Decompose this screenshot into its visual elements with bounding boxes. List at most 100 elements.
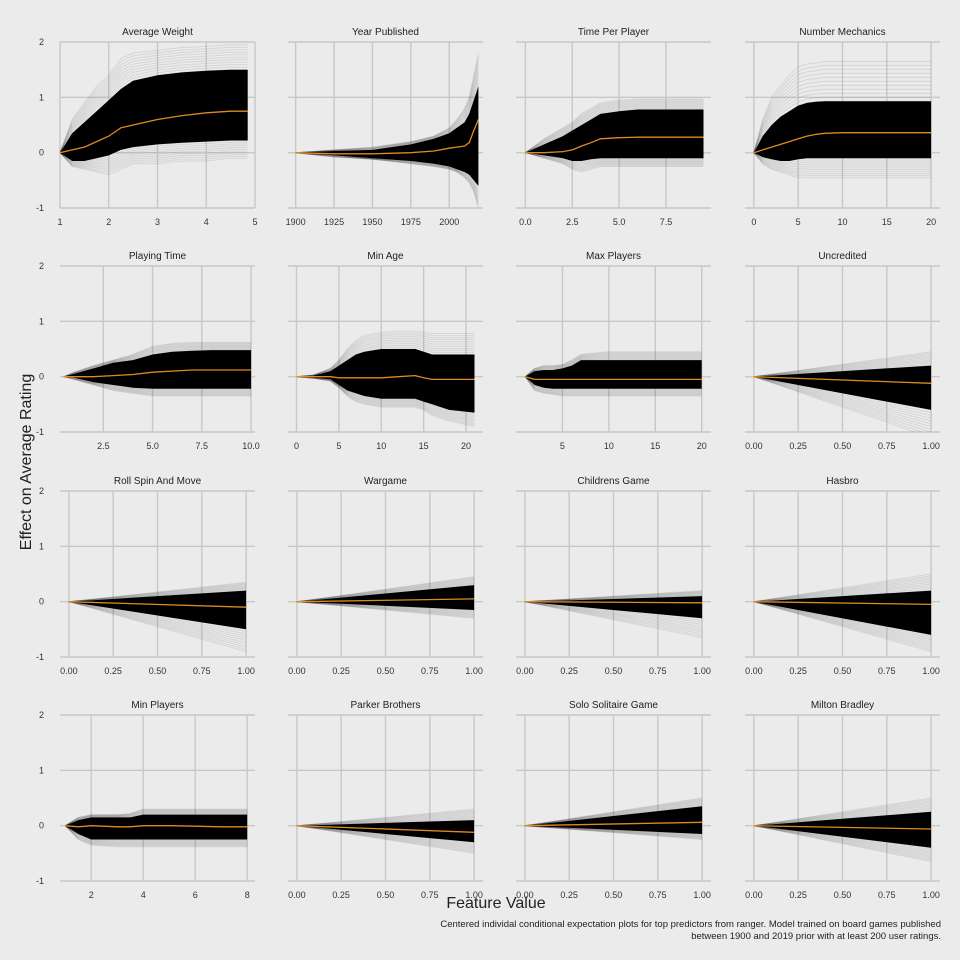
ice-line-lower (753, 825, 932, 853)
ice-band (525, 109, 704, 161)
x-tick-label: 5 (560, 441, 565, 451)
x-tick-label: 0.0 (519, 217, 532, 227)
panel-10: Childrens Game 0.00 0.25 0.50 0.75 1.00 (516, 476, 711, 676)
ice-line-lower (63, 376, 252, 392)
ice-line-upper (525, 356, 702, 378)
average-effect-line (295, 119, 479, 155)
ice-line-upper (295, 52, 479, 154)
ice-line-upper (296, 818, 475, 827)
ice-line-lower (68, 601, 247, 641)
ice-line-lower (524, 376, 702, 391)
ice-line-upper (524, 353, 702, 378)
x-tick-label: 0.75 (421, 666, 439, 676)
ice-line-upper (753, 92, 932, 153)
ice-line-lower (524, 376, 702, 396)
ice-line-lower (524, 825, 703, 840)
x-tick-label: 0.25 (560, 890, 578, 900)
ice-line-upper (753, 84, 932, 153)
average-effect-line (63, 369, 252, 378)
ice-line-upper (295, 66, 479, 154)
y-tick-label: -1 (36, 203, 44, 213)
x-tick-label: 10 (604, 441, 614, 451)
ice-line-upper (63, 346, 252, 378)
ice-line-lower (753, 601, 932, 651)
ice-line-upper (753, 352, 932, 378)
ice-line-lower (60, 145, 248, 165)
x-tick-label: 1925 (324, 217, 344, 227)
ice-line-upper (524, 591, 703, 603)
ice-line-upper (524, 351, 702, 378)
ice-line-lower (296, 825, 475, 850)
ice-line-upper (296, 813, 475, 827)
ice-line-lower (64, 825, 248, 844)
ice-line-lower (295, 152, 479, 202)
ice-line-upper (295, 62, 479, 154)
x-tick-label: 10 (376, 441, 386, 451)
x-tick-label: 2000 (439, 217, 459, 227)
ice-line-upper (753, 359, 932, 378)
ice-line-upper (296, 811, 475, 827)
x-tick-label: 0.50 (834, 890, 852, 900)
ice-line-upper (63, 342, 252, 378)
ice-line-lower (753, 376, 932, 419)
ice-line-lower (524, 601, 703, 635)
ice-line-lower (63, 376, 252, 391)
ice-line-lower (524, 825, 703, 835)
x-tick-label: 0 (294, 441, 299, 451)
ice-band (68, 590, 247, 630)
ice-band (753, 101, 932, 161)
ice-line-lower (296, 601, 475, 619)
ice-line-lower (68, 601, 247, 637)
ice-line-upper (524, 799, 703, 827)
ice-line-upper (64, 812, 248, 827)
ice-line-upper (524, 802, 703, 827)
ice-line-upper (753, 801, 932, 827)
ice-line-upper (525, 357, 702, 378)
ice-line-upper (63, 348, 252, 378)
ice-line-lower (296, 601, 475, 618)
ice-line-upper (524, 798, 703, 827)
ice-line-lower (524, 376, 702, 397)
ice-line-upper (525, 108, 704, 154)
ice-line-lower (753, 601, 932, 644)
y-axis-label: Effect on Average Rating (18, 374, 35, 550)
ice-line-lower (524, 825, 703, 839)
ice-line-upper (60, 56, 248, 153)
ice-line-upper (60, 49, 248, 153)
ice-line-lower (296, 825, 475, 849)
ice-line-upper (753, 80, 932, 153)
x-tick-label: 15 (419, 441, 429, 451)
ice-line-upper (525, 105, 704, 154)
ice-line-lower (753, 152, 932, 177)
ice-line-upper (753, 360, 932, 378)
ice-line-lower (753, 601, 932, 639)
average-effect-line (753, 132, 932, 154)
ice-line-lower (64, 825, 248, 845)
ice-line-lower (295, 152, 479, 191)
y-tick-label: 1 (39, 316, 44, 326)
ice-line-upper (296, 582, 475, 603)
ice-line-upper (295, 56, 479, 154)
x-tick-label: 0 (751, 217, 756, 227)
ice-line-lower (524, 601, 703, 625)
ice-line-upper (524, 804, 703, 827)
ice-line-upper (524, 354, 702, 378)
panel-title: Number Mechanics (799, 27, 885, 38)
ice-line-upper (296, 337, 475, 378)
ice-line-upper (525, 106, 704, 154)
panel-title: Roll Spin And Move (114, 476, 202, 487)
x-tick-label: 0.75 (878, 890, 896, 900)
ice-line-upper (524, 805, 703, 827)
x-tick-label: 0.25 (560, 666, 578, 676)
ice-line-upper (63, 343, 252, 378)
ice-line-lower (753, 376, 925, 432)
x-tick-label: 20 (697, 441, 707, 451)
ice-line-lower (524, 376, 702, 394)
ice-line-upper (64, 813, 248, 827)
average-effect-line (60, 110, 248, 154)
ice-line-lower (60, 152, 248, 172)
ice-line-upper (525, 103, 704, 154)
ice-line-upper (753, 351, 932, 378)
ice-line-lower (296, 601, 475, 615)
ice-line-upper (68, 583, 247, 603)
